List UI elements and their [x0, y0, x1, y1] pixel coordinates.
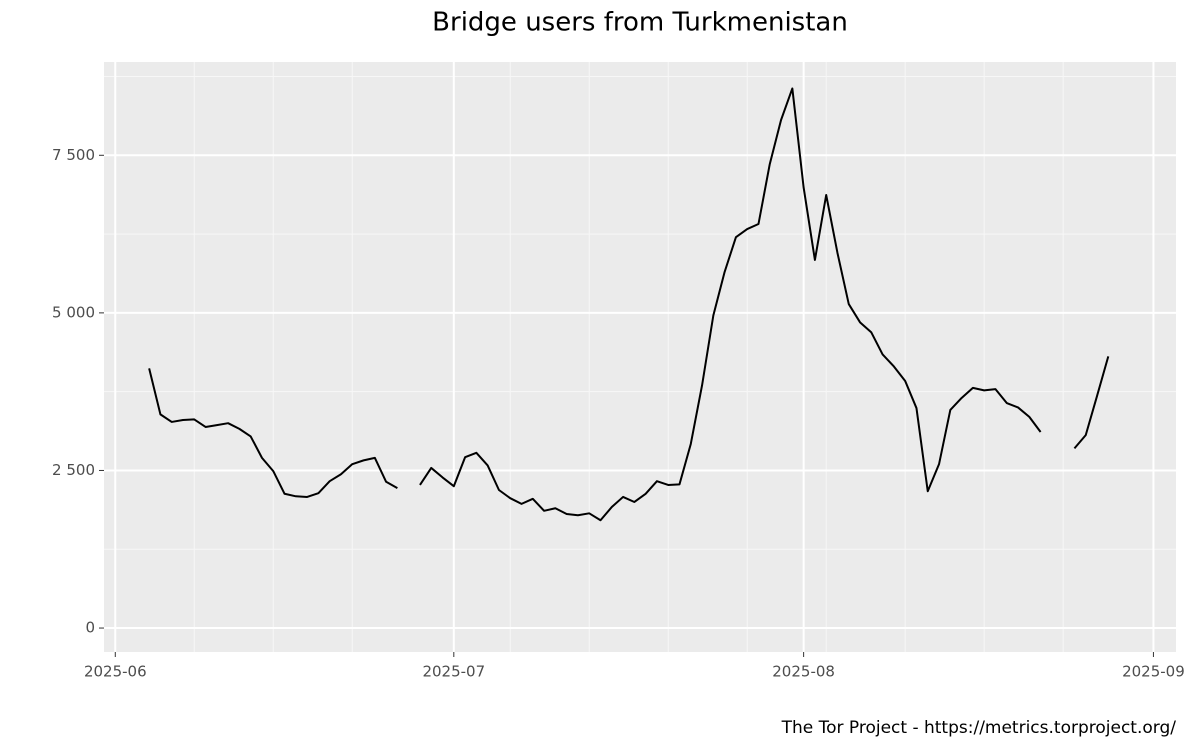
y-tick-label: 7 500: [52, 146, 95, 164]
x-tick-label: 2025-06: [84, 663, 147, 681]
x-tick-label: 2025-07: [422, 663, 485, 681]
x-tick-label: 2025-09: [1122, 663, 1185, 681]
y-tick-label: 0: [85, 619, 95, 637]
data-line: [148, 87, 1110, 522]
plot-background: [104, 62, 1176, 652]
y-tick-label: 5 000: [52, 303, 95, 321]
chart-title: Bridge users from Turkmenistan: [432, 8, 848, 38]
x-tick-label: 2025-08: [772, 663, 835, 681]
caption: The Tor Project - https://metrics.torpro…: [781, 718, 1177, 738]
y-tick-label: 2 500: [52, 461, 95, 479]
